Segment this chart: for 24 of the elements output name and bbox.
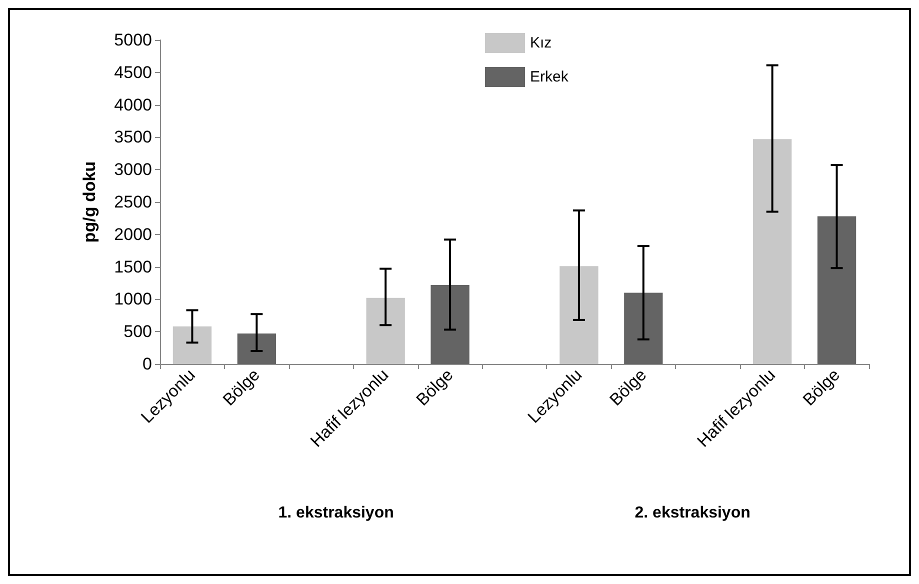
y-tick-label: 2500: [114, 192, 152, 212]
legend-label: Kız: [530, 34, 552, 52]
bar: [560, 266, 598, 364]
bar: [366, 298, 405, 364]
bar: [430, 284, 470, 364]
y-tick-label: 1000: [114, 290, 152, 309]
bar: [624, 292, 663, 364]
y-tick-label: 5000: [114, 30, 152, 50]
legend-label: Erkek: [530, 68, 569, 86]
bar: [237, 334, 276, 364]
y-tick-label: 4000: [114, 95, 152, 114]
y-tick-label: 0: [142, 354, 152, 374]
y-tick-label: 3500: [114, 128, 152, 147]
text: 2. ekstraksiyon: [634, 504, 750, 522]
y-tick-label: 500: [124, 322, 152, 342]
text: 1. ekstraksiyon: [278, 504, 394, 522]
bar: [817, 216, 856, 364]
y-tick-label: 3000: [114, 160, 152, 180]
bar: [172, 326, 212, 364]
y-tick-label: 4500: [114, 62, 152, 82]
y-tick-label: 2000: [114, 224, 152, 244]
bar: [752, 139, 792, 364]
y-tick-label: 1500: [114, 257, 152, 276]
y-axis-title: pg/g doku: [80, 161, 99, 243]
